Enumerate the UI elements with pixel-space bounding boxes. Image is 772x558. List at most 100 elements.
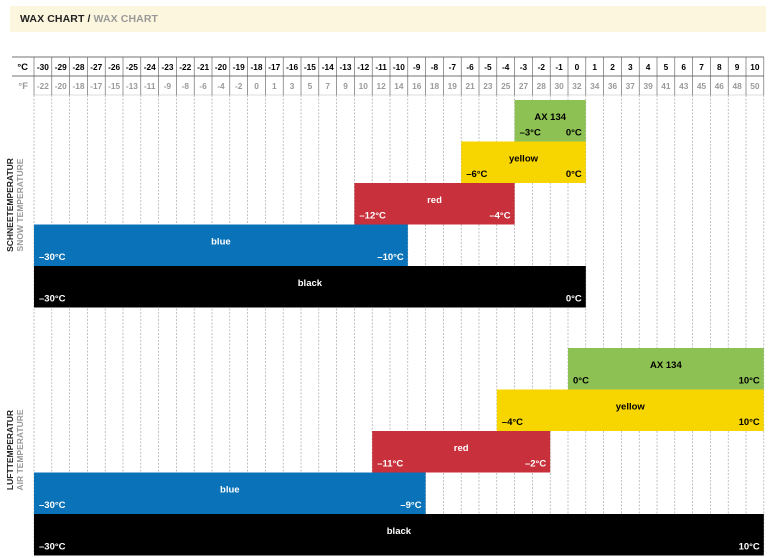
range-bar [34,514,764,556]
section-title: SCHNEETEMPERATUR [5,158,15,252]
fahrenheit-tick-label: 10 [359,81,369,91]
fahrenheit-tick-label: 46 [715,81,725,91]
bar-name-label: yellow [616,402,646,413]
celsius-unit-label: °C [17,62,28,73]
bar-min-label: –30°C [39,252,66,263]
celsius-tick-label: -8 [431,62,439,72]
fahrenheit-tick-label: 0 [254,81,259,91]
celsius-tick-label: -27 [90,62,102,72]
fahrenheit-tick-label: 28 [537,81,547,91]
bar-max-label: –2°C [525,459,546,470]
celsius-tick-label: 5 [664,62,669,72]
bar-min-label: –6°C [466,169,487,180]
bar-max-label: 10°C [739,376,760,387]
bar-max-label: –4°C [489,211,510,222]
celsius-tick-label: 10 [750,62,760,72]
fahrenheit-tick-label: 37 [626,81,636,91]
fahrenheit-tick-label: 32 [572,81,582,91]
title-sub: WAX CHART [93,13,159,25]
section-subtitle: SNOW TEMPERATURE [15,158,25,251]
bar-name-label: red [427,195,442,206]
fahrenheit-tick-label: 36 [608,81,618,91]
fahrenheit-tick-label: -18 [73,81,85,91]
title-separator: / [84,13,94,25]
fahrenheit-tick-label: 50 [750,81,760,91]
celsius-tick-label: -7 [449,62,457,72]
celsius-tick-label: -10 [393,62,405,72]
bar-min-label: –12°C [359,211,386,222]
fahrenheit-tick-label: 3 [290,81,295,91]
celsius-tick-label: -12 [357,62,369,72]
bar-min-label: –3°C [520,128,541,139]
bar-name-label: yellow [509,154,539,165]
fahrenheit-tick-label: 16 [412,81,422,91]
celsius-tick-label: -11 [375,62,387,72]
fahrenheit-tick-label: -6 [199,81,207,91]
celsius-tick-label: -9 [413,62,421,72]
fahrenheit-tick-label: -9 [164,81,172,91]
celsius-tick-label: -23 [162,62,174,72]
bar-max-label: 10°C [739,417,760,428]
fahrenheit-tick-label: 1 [272,81,277,91]
bar-name-label: blue [220,485,240,496]
celsius-tick-label: 7 [699,62,704,72]
fahrenheit-tick-label: 39 [643,81,653,91]
fahrenheit-tick-label: 27 [519,81,529,91]
bar-name-label: black [298,278,323,289]
fahrenheit-tick-label: -13 [126,81,138,91]
fahrenheit-tick-label: 43 [679,81,689,91]
bar-max-label: 10°C [739,542,760,553]
celsius-tick-label: 4 [646,62,651,72]
celsius-tick-label: -15 [304,62,316,72]
celsius-tick-label: 6 [681,62,686,72]
fahrenheit-tick-label: 7 [325,81,330,91]
bar-name-label: red [454,443,469,454]
fahrenheit-tick-label: 5 [308,81,313,91]
fahrenheit-tick-label: -20 [55,81,67,91]
celsius-tick-label: -1 [555,62,563,72]
bar-max-label: –9°C [400,500,421,511]
celsius-tick-label: -26 [108,62,120,72]
celsius-tick-label: 1 [592,62,597,72]
celsius-tick-label: -3 [520,62,528,72]
celsius-tick-label: -18 [251,62,263,72]
celsius-tick-label: -25 [126,62,138,72]
fahrenheit-tick-label: -11 [144,81,156,91]
bar-max-label: 0°C [566,169,582,180]
celsius-tick-label: -19 [233,62,245,72]
bar-min-label: –11°C [377,459,403,470]
fahrenheit-tick-label: 18 [430,81,440,91]
bar-name-label: blue [211,237,231,248]
celsius-tick-label: -6 [466,62,474,72]
range-bar [34,224,408,266]
bar-max-label: –10°C [377,252,404,263]
range-bar [514,100,586,142]
range-bar [461,141,586,183]
bar-min-label: –4°C [502,417,523,428]
bar-min-label: 0°C [573,376,589,387]
fahrenheit-tick-label: 30 [554,81,564,91]
fahrenheit-tick-label: 34 [590,81,600,91]
bar-name-label: AX 134 [534,112,566,123]
fahrenheit-tick-label: -4 [217,81,225,91]
celsius-tick-label: 0 [575,62,580,72]
celsius-tick-label: -22 [179,62,191,72]
fahrenheit-unit-label: °F [18,81,28,92]
celsius-tick-label: 3 [628,62,633,72]
page-title: WAX CHART / WAX CHART [20,13,158,25]
fahrenheit-tick-label: 14 [394,81,404,91]
celsius-tick-label: -20 [215,62,227,72]
fahrenheit-tick-label: 41 [661,81,671,91]
fahrenheit-tick-label: -22 [37,81,49,91]
celsius-tick-label: -24 [144,62,156,72]
fahrenheit-tick-label: 45 [697,81,707,91]
celsius-tick-label: -17 [268,62,280,72]
fahrenheit-tick-label: 48 [732,81,742,91]
celsius-tick-label: 8 [717,62,722,72]
range-bar [568,348,764,390]
celsius-tick-label: -21 [197,62,209,72]
bar-name-label: black [387,526,412,537]
header-bar: WAX CHART / WAX CHART [10,6,766,32]
range-bar [496,389,764,431]
